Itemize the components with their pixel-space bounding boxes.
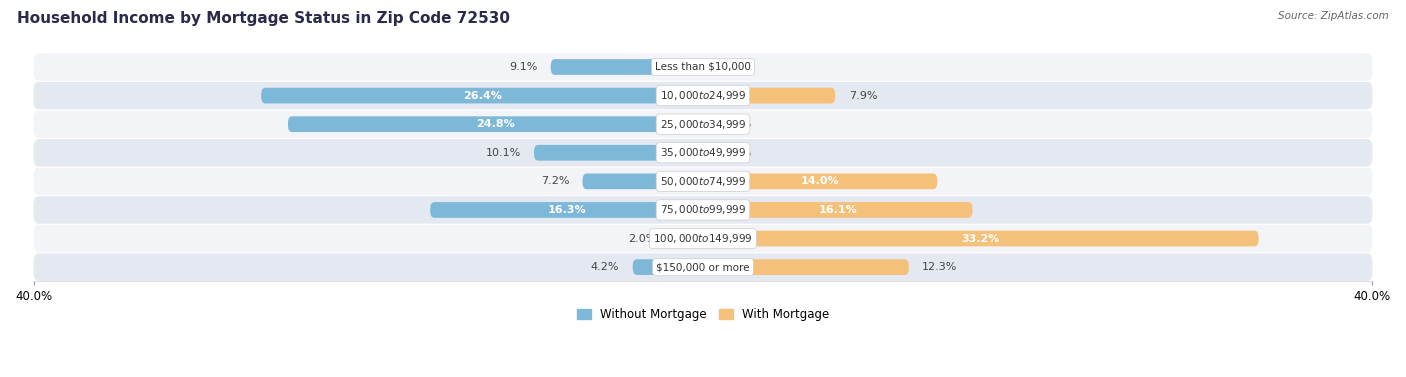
FancyBboxPatch shape <box>582 173 703 189</box>
FancyBboxPatch shape <box>430 202 703 218</box>
Legend: Without Mortgage, With Mortgage: Without Mortgage, With Mortgage <box>572 303 834 326</box>
Text: 0.0%: 0.0% <box>723 148 751 158</box>
Text: $35,000 to $49,999: $35,000 to $49,999 <box>659 146 747 159</box>
FancyBboxPatch shape <box>534 145 703 161</box>
Text: $100,000 to $149,999: $100,000 to $149,999 <box>654 232 752 245</box>
Text: $25,000 to $34,999: $25,000 to $34,999 <box>659 118 747 131</box>
Text: 0.0%: 0.0% <box>723 62 751 72</box>
FancyBboxPatch shape <box>34 196 1372 224</box>
FancyBboxPatch shape <box>703 231 1258 247</box>
FancyBboxPatch shape <box>34 110 1372 138</box>
Text: 14.0%: 14.0% <box>801 176 839 186</box>
FancyBboxPatch shape <box>34 53 1372 81</box>
FancyBboxPatch shape <box>703 173 938 189</box>
Text: Household Income by Mortgage Status in Zip Code 72530: Household Income by Mortgage Status in Z… <box>17 11 510 26</box>
FancyBboxPatch shape <box>34 139 1372 167</box>
Text: 9.1%: 9.1% <box>509 62 537 72</box>
Text: 12.3%: 12.3% <box>922 262 957 272</box>
Text: 4.2%: 4.2% <box>591 262 619 272</box>
Text: 0.0%: 0.0% <box>723 119 751 129</box>
FancyBboxPatch shape <box>34 82 1372 109</box>
Text: 7.9%: 7.9% <box>849 90 877 101</box>
Text: 10.1%: 10.1% <box>485 148 520 158</box>
Text: Source: ZipAtlas.com: Source: ZipAtlas.com <box>1278 11 1389 21</box>
Text: $150,000 or more: $150,000 or more <box>657 262 749 272</box>
FancyBboxPatch shape <box>703 88 835 103</box>
Text: 16.3%: 16.3% <box>547 205 586 215</box>
Text: Less than $10,000: Less than $10,000 <box>655 62 751 72</box>
Text: 26.4%: 26.4% <box>463 90 502 101</box>
FancyBboxPatch shape <box>288 116 703 132</box>
Text: $50,000 to $74,999: $50,000 to $74,999 <box>659 175 747 188</box>
FancyBboxPatch shape <box>34 253 1372 281</box>
FancyBboxPatch shape <box>34 168 1372 195</box>
FancyBboxPatch shape <box>703 202 973 218</box>
FancyBboxPatch shape <box>633 259 703 275</box>
Text: 16.1%: 16.1% <box>818 205 858 215</box>
Text: $75,000 to $99,999: $75,000 to $99,999 <box>659 204 747 216</box>
FancyBboxPatch shape <box>669 231 703 247</box>
Text: 33.2%: 33.2% <box>962 233 1000 244</box>
Text: $10,000 to $24,999: $10,000 to $24,999 <box>659 89 747 102</box>
FancyBboxPatch shape <box>703 259 908 275</box>
Text: 24.8%: 24.8% <box>477 119 515 129</box>
FancyBboxPatch shape <box>551 59 703 75</box>
Text: 7.2%: 7.2% <box>541 176 569 186</box>
Text: 2.0%: 2.0% <box>627 233 657 244</box>
FancyBboxPatch shape <box>262 88 703 103</box>
FancyBboxPatch shape <box>34 225 1372 252</box>
